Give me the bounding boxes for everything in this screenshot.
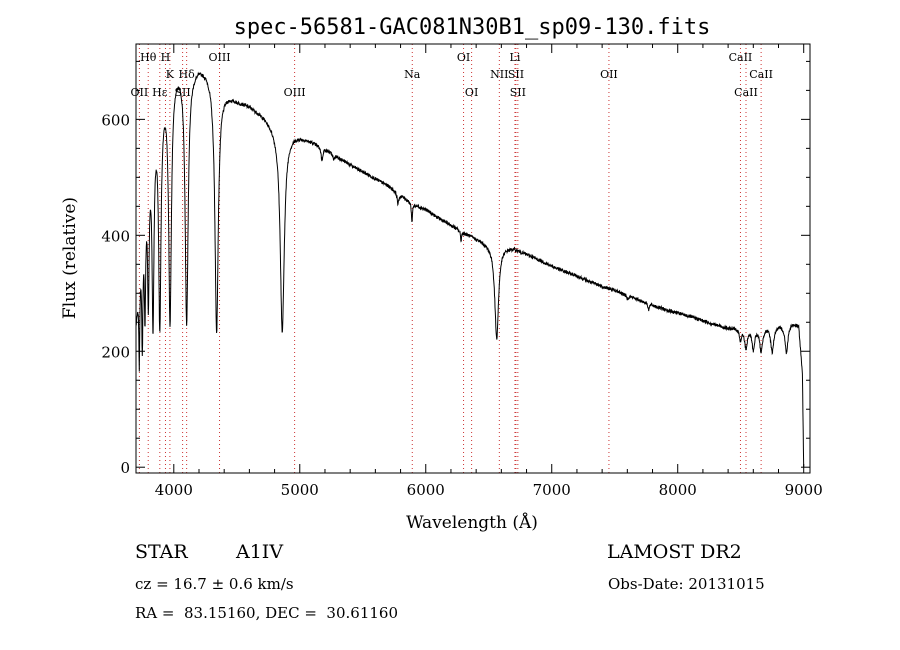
chart-title: spec-56581-GAC081N30B1_sp09-130.fits xyxy=(234,15,711,40)
line-label-10: OI xyxy=(457,51,470,64)
line-label-16: OII xyxy=(600,68,618,81)
line-label-6: Hδ xyxy=(179,68,196,81)
x-axis-label: Wavelength (Å) xyxy=(406,512,538,533)
y-tick-label-1: 200 xyxy=(101,343,130,361)
line-label-11: OI xyxy=(465,86,478,99)
line-label-17: CaII xyxy=(729,51,753,64)
line-label-7: OIII xyxy=(208,51,230,64)
x-tick-label-3: 7000 xyxy=(533,481,571,499)
plot-frame xyxy=(135,43,811,474)
line-label-3: H xyxy=(161,51,171,64)
line-label-5: SII xyxy=(174,86,190,99)
observation-date: Obs-Date: 20131015 xyxy=(608,575,765,593)
survey-name: LAMOST DR2 xyxy=(607,541,742,563)
line-label-9: Na xyxy=(404,68,421,81)
object-subclass: A1IV xyxy=(236,541,284,563)
line-label-18: CaII xyxy=(734,86,758,99)
x-tick-label-0: 4000 xyxy=(155,481,193,499)
spectrum-line xyxy=(135,71,805,468)
line-label-8: OIII xyxy=(284,86,306,99)
y-axis: 0 200 400 600 xyxy=(101,60,810,477)
x-tick-label-1: 5000 xyxy=(281,481,319,499)
y-axis-label: Flux (relative) xyxy=(60,197,80,319)
line-label-15: SII xyxy=(510,86,526,99)
spectral-line-markers xyxy=(138,44,762,473)
redshift-value: cz = 16.7 ± 0.6 km/s xyxy=(135,575,294,593)
y-tick-label-0: 0 xyxy=(120,459,130,477)
x-axis: 4000 5000 6000 7000 8000 9000 xyxy=(155,44,823,499)
x-tick-label-4: 8000 xyxy=(659,481,697,499)
line-label-1: Hθ xyxy=(140,51,157,64)
line-label-12: NII xyxy=(490,68,508,81)
line-label-4: K xyxy=(166,68,175,81)
line-label-14: SII xyxy=(508,68,524,81)
y-tick-label-3: 600 xyxy=(101,111,130,129)
x-tick-label-2: 6000 xyxy=(407,481,445,499)
y-tick-label-2: 400 xyxy=(101,227,130,245)
line-label-2: Hε xyxy=(152,86,168,99)
line-label-0: OII xyxy=(131,86,149,99)
line-label-13: Li xyxy=(510,51,521,64)
line-label-19: CaII xyxy=(749,68,773,81)
x-tick-label-5: 9000 xyxy=(785,481,823,499)
object-class: STAR xyxy=(135,541,188,563)
coordinates: RA = 83.15160, DEC = 30.61160 xyxy=(135,604,399,622)
